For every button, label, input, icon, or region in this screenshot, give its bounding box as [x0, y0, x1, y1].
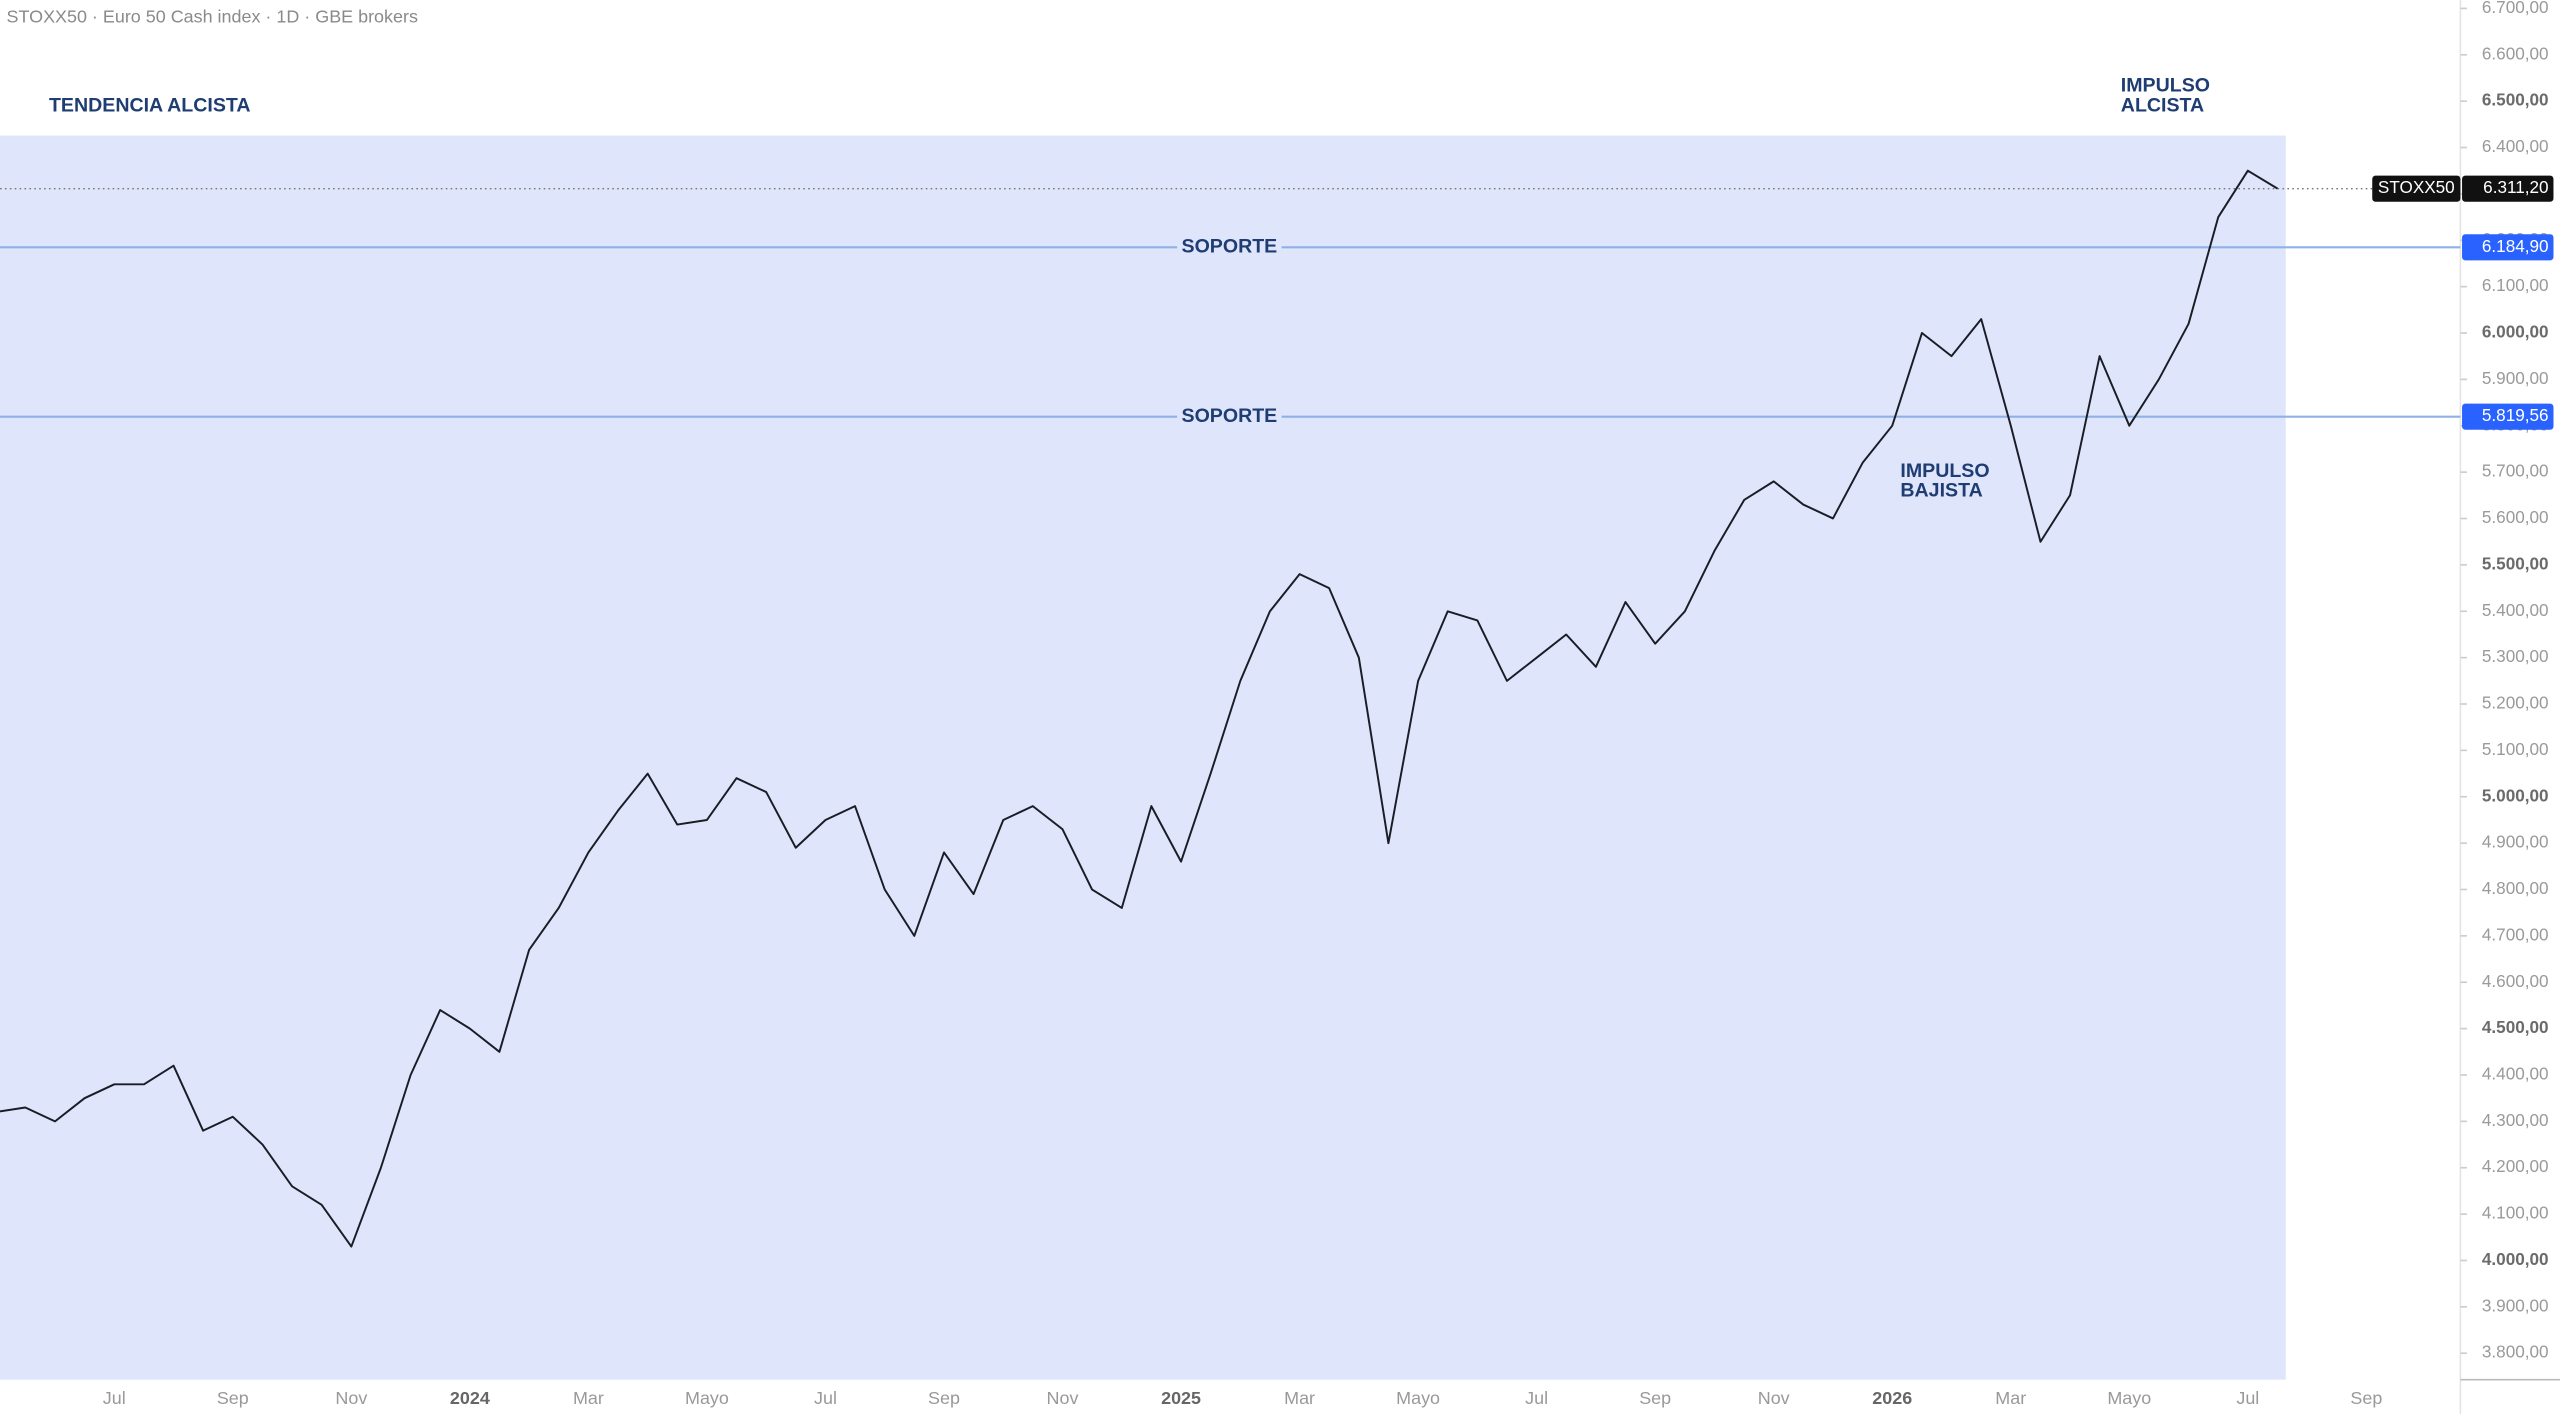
y-tick-label: 6.500,00 [2482, 90, 2549, 110]
x-tick-label: Jul [2236, 1388, 2259, 1408]
y-tick-label: 3.900,00 [2482, 1295, 2549, 1315]
x-tick-label: Nov [335, 1388, 367, 1408]
y-tick-label: 4.200,00 [2482, 1156, 2549, 1176]
x-tick-label: Mar [1284, 1388, 1315, 1408]
y-tick-label: 6.100,00 [2482, 275, 2549, 295]
x-tick-label: Mar [1995, 1388, 2026, 1408]
x-tick-label: Sep [217, 1388, 249, 1408]
y-tick-label: 5.500,00 [2482, 553, 2549, 573]
y-tick-label: 4.100,00 [2482, 1203, 2549, 1223]
x-tick-label: 2024 [450, 1388, 490, 1408]
price-tag-label: 6.184,90 [2482, 236, 2549, 256]
last-price-tag [2462, 175, 2554, 202]
x-tick-label: Jul [1525, 1388, 1548, 1408]
price-tag-label: 5.819,56 [2482, 405, 2549, 425]
y-tick-label: 3.800,00 [2482, 1342, 2549, 1362]
x-tick-label: Sep [1639, 1388, 1671, 1408]
y-tick-label: 6.700,00 [2482, 0, 2549, 17]
y-tick-label: 5.700,00 [2482, 461, 2549, 481]
y-tick-label: 5.000,00 [2482, 785, 2549, 805]
y-tick-label: 5.200,00 [2482, 693, 2549, 713]
support-label-bg [1177, 234, 1282, 261]
y-tick-label: 4.000,00 [2482, 1249, 2549, 1269]
y-tick-label: 5.300,00 [2482, 646, 2549, 666]
chart-title: STOXX50 · Euro 50 Cash index · 1D · GBE … [7, 7, 418, 27]
y-tick-label: 4.400,00 [2482, 1064, 2549, 1084]
y-tick-label: 5.600,00 [2482, 507, 2549, 527]
x-tick-label: Sep [928, 1388, 960, 1408]
y-tick-label: 6.400,00 [2482, 136, 2549, 156]
y-tick-label: 4.800,00 [2482, 878, 2549, 898]
y-tick-label: 5.100,00 [2482, 739, 2549, 759]
x-tick-label: Mar [573, 1388, 604, 1408]
y-tick-label: 5.900,00 [2482, 368, 2549, 388]
annotation: BAJISTA [1900, 480, 1982, 502]
price-tag [2462, 234, 2554, 261]
series-tag [2372, 175, 2461, 202]
x-tick-label: Jul [814, 1388, 837, 1408]
annotation: TENDENCIA ALCISTA [49, 94, 251, 116]
price-tag [2462, 403, 2554, 430]
y-tick-label: 4.900,00 [2482, 832, 2549, 852]
support-label-bg [1177, 403, 1282, 430]
trend-zone [0, 135, 2286, 1380]
x-tick-label: Mayo [685, 1388, 729, 1408]
x-tick-label: Sep [2350, 1388, 2382, 1408]
y-tick-label: 6.000,00 [2482, 322, 2549, 342]
y-tick-label: 4.700,00 [2482, 924, 2549, 944]
y-tick-label: 4.600,00 [2482, 971, 2549, 991]
support-text: SOPORTE [1182, 235, 1278, 257]
y-tick-label: 6.600,00 [2482, 43, 2549, 63]
annotation: IMPULSO [2121, 75, 2210, 97]
x-tick-label: Jul [103, 1388, 126, 1408]
last-price-label: 6.311,20 [2483, 177, 2548, 197]
support-text: SOPORTE [1182, 405, 1278, 427]
x-tick-label: Nov [1758, 1388, 1790, 1408]
x-tick-label: Mayo [2107, 1388, 2151, 1408]
y-tick-label: 4.300,00 [2482, 1110, 2549, 1130]
y-tick-label: 5.400,00 [2482, 600, 2549, 620]
annotation: IMPULSO [1900, 460, 1989, 482]
x-tick-label: Nov [1047, 1388, 1079, 1408]
annotation: ALCISTA [2121, 94, 2204, 116]
series-tag-label: STOXX50 [2378, 177, 2455, 197]
y-tick-label: 4.500,00 [2482, 1017, 2549, 1037]
x-tick-label: 2026 [1872, 1388, 1912, 1408]
price-line [0, 169, 2279, 1248]
x-tick-label: 2025 [1161, 1388, 1201, 1408]
x-tick-label: Mayo [1396, 1388, 1440, 1408]
